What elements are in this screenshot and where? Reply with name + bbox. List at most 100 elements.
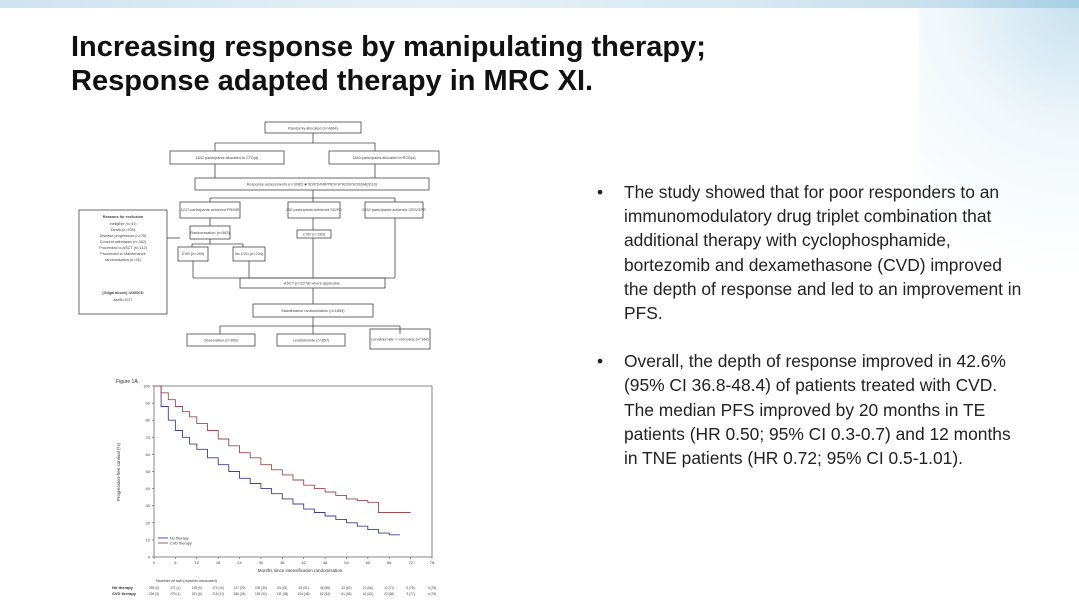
fc-box-lenalidomide — [276, 333, 346, 347]
bullet-text: The study showed that for poor responder… — [624, 182, 1022, 324]
fc-text-sd-group: 239 participants achieved SD/PD — [286, 208, 342, 212]
bullet-text: Overall, the depth of response improved … — [624, 351, 1011, 469]
km-y-tick-label: 60 — [146, 452, 151, 457]
fc-text-cr-group: 2832 participants achieved CR/VGPR — [362, 208, 426, 212]
fc-text-maintenance: Maintenance randomisation (n=1859) — [281, 309, 345, 313]
km-x-tick-label: 54 — [344, 560, 349, 565]
fc-text-arm-left: 1842 participants allocated to CTD(a) — [196, 156, 260, 160]
km-y-tick-label: 80 — [146, 418, 151, 423]
bullet-item: • The study showed that for poor respond… — [597, 180, 1027, 325]
km-y-tick-label: 50 — [146, 469, 151, 474]
fc-box-observation — [186, 333, 256, 347]
km-x-tick-label: 24 — [237, 560, 242, 565]
km-plot-frame — [153, 385, 433, 558]
fc-exclusion-line: Proceeded to ASCT (n=142) — [99, 246, 147, 250]
fc-box-arm-left — [169, 150, 285, 165]
km-at-risk-cell: 137 (29) — [234, 586, 246, 590]
km-at-risk-table: No therapy 289 (0) 271 (1) 198 (9) 171 (20) 1… — [112, 585, 436, 596]
km-at-risk-cell: 104 (48) — [298, 592, 310, 596]
km-x-tick-label: 12 — [195, 560, 200, 565]
km-at-risk-cell: 294 (0) — [149, 592, 159, 596]
km-at-risk-cell: 33 (62) — [341, 586, 351, 590]
km-y-tick-label: 90 — [146, 401, 151, 406]
km-x-tick-label: 30 — [259, 560, 264, 565]
km-x-tick-label: 72 — [408, 560, 413, 565]
km-at-risk-cell: 198 (9) — [192, 586, 202, 590]
consort-flowchart: Randomly allocated (n=4864) 1842 partici… — [78, 121, 440, 350]
km-x-tick-label: 6 — [174, 560, 177, 565]
km-at-risk-cell: 21 (66) — [363, 586, 373, 590]
km-series-line-1 — [154, 385, 411, 513]
bullet-glyph: • — [597, 182, 604, 202]
km-at-risk-cell: 82 (53) — [320, 592, 330, 596]
slide-top-band — [0, 0, 1079, 8]
bullet-list: • The study showed that for poor respond… — [597, 180, 1027, 494]
km-survival-plot: Figure 1A Progression-free survival (%) … — [112, 379, 436, 596]
km-at-risk-cell: 45 (58) — [320, 586, 330, 590]
km-at-risk-row-label: CVD therapy — [112, 591, 137, 596]
km-x-tick-label: 18 — [216, 560, 221, 565]
fc-exclusion-line: Disease progression (n=78) — [100, 234, 147, 238]
km-series-line-0 — [154, 385, 400, 536]
slide-title-line-1: Increasing response by manipulating ther… — [71, 31, 706, 63]
fc-exclusion-line: randomisation (n=31) — [105, 258, 142, 262]
fc-text-randomly-allocated: Randomly allocated (n=4864) — [288, 127, 338, 131]
fc-box-arm-right — [328, 150, 440, 165]
km-x-tick-label: 66 — [387, 560, 392, 565]
km-figure-label: Figure 1A — [116, 379, 138, 385]
km-x-tick-label: 48 — [323, 560, 328, 565]
km-y-tick-label: 20 — [146, 520, 151, 525]
km-at-risk-cell: 155 (32) — [255, 592, 267, 596]
fc-box-asct — [239, 277, 386, 289]
fc-box-exclusions — [78, 209, 168, 315]
km-at-risk-cell: 23 (68) — [384, 592, 394, 596]
km-x-tick-label: 42 — [301, 560, 306, 565]
km-at-risk-cell: 12 (71) — [384, 586, 394, 590]
fc-text-asct: ASCT (n=2274) where applicable — [284, 282, 340, 286]
km-at-risk-cell: 42 (63) — [363, 592, 373, 596]
fc-text-response: Response assessments (n=3082) ■ SD/PD/MR… — [247, 183, 378, 187]
km-y-tick-label: 40 — [146, 486, 151, 491]
km-at-risk-cell: 271 (1) — [170, 586, 180, 590]
fc-text-cvd: CVD (n=289) — [182, 252, 205, 256]
fc-box-cr-group — [364, 201, 424, 219]
fc-box-sd-group — [287, 201, 341, 219]
km-x-tick-label: 78 — [430, 560, 435, 565]
km-series-group — [154, 385, 411, 536]
fc-text-cvd-small: CVD (n=283) — [303, 233, 326, 237]
km-at-risk-cell: 9 (77) — [406, 592, 414, 596]
km-at-risk-cell: 61 (58) — [341, 592, 351, 596]
fc-exclusion-line: Death (n=530) — [111, 228, 136, 232]
fc-exclusion-line: Consent withdrawn (n=362) — [100, 240, 147, 244]
km-legend-label: No therapy — [170, 536, 189, 540]
km-at-risk-cell: 131 (38) — [276, 592, 288, 596]
bullet-item: • Overall, the depth of response improve… — [597, 349, 1027, 470]
km-at-risk-row-label: No therapy — [112, 585, 134, 590]
km-at-risk-cell: 251 (6) — [192, 592, 202, 596]
km-x-tick-label: 36 — [280, 560, 285, 565]
km-x-tick-label: 0 — [153, 560, 156, 565]
km-legend-label: CVD therapy — [170, 541, 192, 545]
fc-text-len-vorinostat: Lenalidomide + vorinostat (n=168) — [371, 338, 429, 342]
fc-text-pr-group: 1217 participants achieved PR/MR — [181, 208, 240, 212]
km-y-tick-label: 70 — [146, 435, 151, 440]
km-at-risk-cell: 171 (20) — [212, 586, 224, 590]
slide-title-line-2: Response adapted therapy in MRC XI. — [71, 65, 594, 97]
fc-exclusion-footer: aseB>1027 — [113, 298, 132, 302]
km-at-risk-cell: 186 (26) — [234, 592, 246, 596]
slide-corner-decoration — [919, 0, 1079, 360]
bullet-glyph: • — [597, 351, 604, 372]
fc-text-randomisation: Randomisation (n=583) — [190, 231, 230, 235]
km-at-risk-cell: 83 (43) — [277, 586, 287, 590]
fc-text-no-cvd: No CVD (n=294) — [235, 252, 264, 256]
km-y-tick-label: 10 — [146, 537, 151, 542]
fc-text-arm-right: 1840 participants allocated to RCD(a) — [352, 156, 416, 160]
km-at-risk-cell: 105 (35) — [255, 586, 267, 590]
fc-text-lenalidomide: Lenalidomide (n=857) — [293, 339, 331, 343]
km-at-risk-cell: 5 (78) — [406, 586, 414, 590]
km-ylabel: Progression-free survival (%) — [116, 442, 121, 501]
km-at-risk-cell: 218 (17) — [212, 592, 224, 596]
km-at-risk-cell: 3 (79) — [428, 586, 436, 590]
km-at-risk-cell: 63 (51) — [299, 586, 309, 590]
